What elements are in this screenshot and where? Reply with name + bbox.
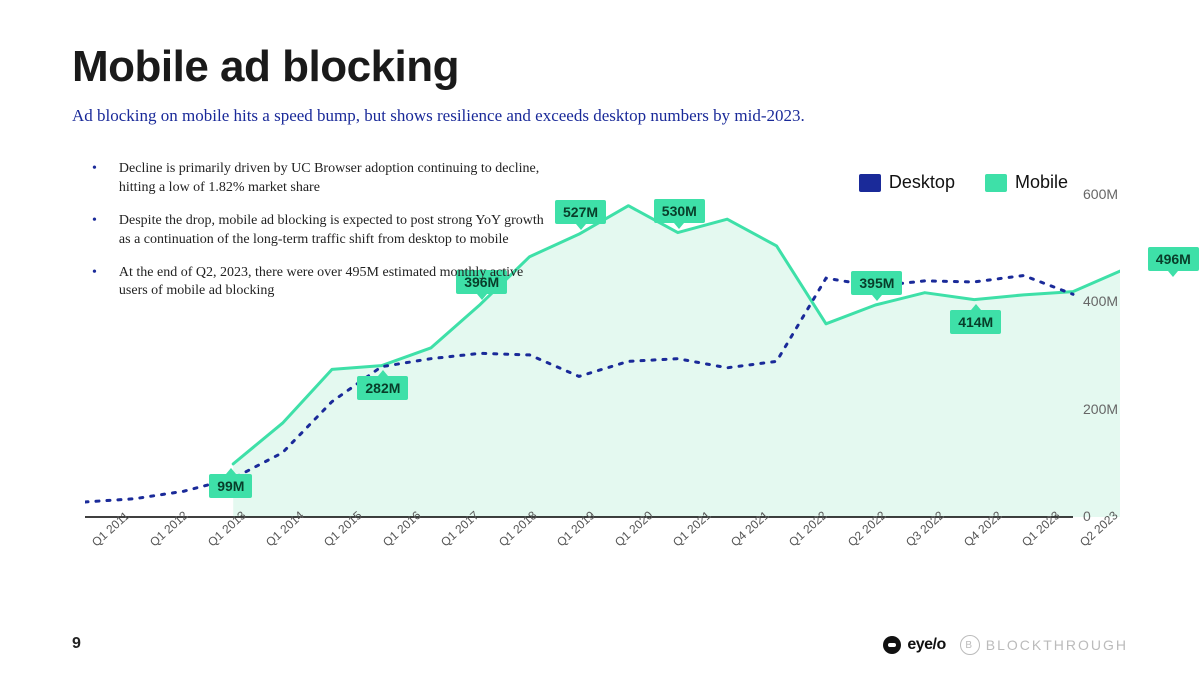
subtitle: Ad blocking on mobile hits a speed bump,…: [72, 106, 1128, 126]
legend-label: Desktop: [889, 172, 955, 193]
chart-callout: 527M: [555, 200, 606, 224]
legend-swatch-desktop: [859, 174, 881, 192]
eyeo-icon: [883, 636, 901, 654]
bullet-text: Despite the drop, mobile ad blocking is …: [119, 212, 552, 250]
y-tick-label: 200M: [1083, 401, 1118, 417]
legend-mobile: Mobile: [985, 172, 1068, 193]
chart-callout: 530M: [654, 199, 705, 223]
bullet-text: At the end of Q2, 2023, there were over …: [119, 264, 552, 302]
brand-blockthrough-text: BLOCKTHROUGH: [986, 637, 1128, 653]
legend-desktop: Desktop: [859, 172, 955, 193]
bullet-item: Decline is primarily driven by UC Browse…: [92, 160, 552, 198]
y-tick-label: 0: [1083, 508, 1091, 524]
y-tick-label: 600M: [1083, 186, 1118, 202]
chart-legend: Desktop Mobile: [859, 172, 1068, 193]
chart-callout: 414M: [950, 310, 1001, 334]
slide: Mobile ad blocking Ad blocking on mobile…: [0, 0, 1200, 675]
chart-callout: 395M: [851, 271, 902, 295]
page-number: 9: [72, 635, 81, 653]
bullet-text: Decline is primarily driven by UC Browse…: [119, 160, 552, 198]
bullet-list: Decline is primarily driven by UC Browse…: [92, 160, 552, 315]
bullet-item: Despite the drop, mobile ad blocking is …: [92, 212, 552, 250]
bullet-item: At the end of Q2, 2023, there were over …: [92, 264, 552, 302]
chart-callout: 99M: [209, 474, 252, 498]
chart-callout: 496M: [1148, 247, 1199, 271]
brand-eyeo-text: eye/o: [907, 636, 945, 654]
blockthrough-icon: B: [960, 635, 980, 655]
legend-label: Mobile: [1015, 172, 1068, 193]
brand-row: eye/o B BLOCKTHROUGH: [883, 635, 1128, 655]
brand-blockthrough: B BLOCKTHROUGH: [960, 635, 1128, 655]
brand-eyeo: eye/o: [883, 636, 945, 654]
y-tick-label: 400M: [1083, 293, 1118, 309]
chart-callout: 282M: [357, 376, 408, 400]
page-title: Mobile ad blocking: [72, 42, 1128, 92]
legend-swatch-mobile: [985, 174, 1007, 192]
